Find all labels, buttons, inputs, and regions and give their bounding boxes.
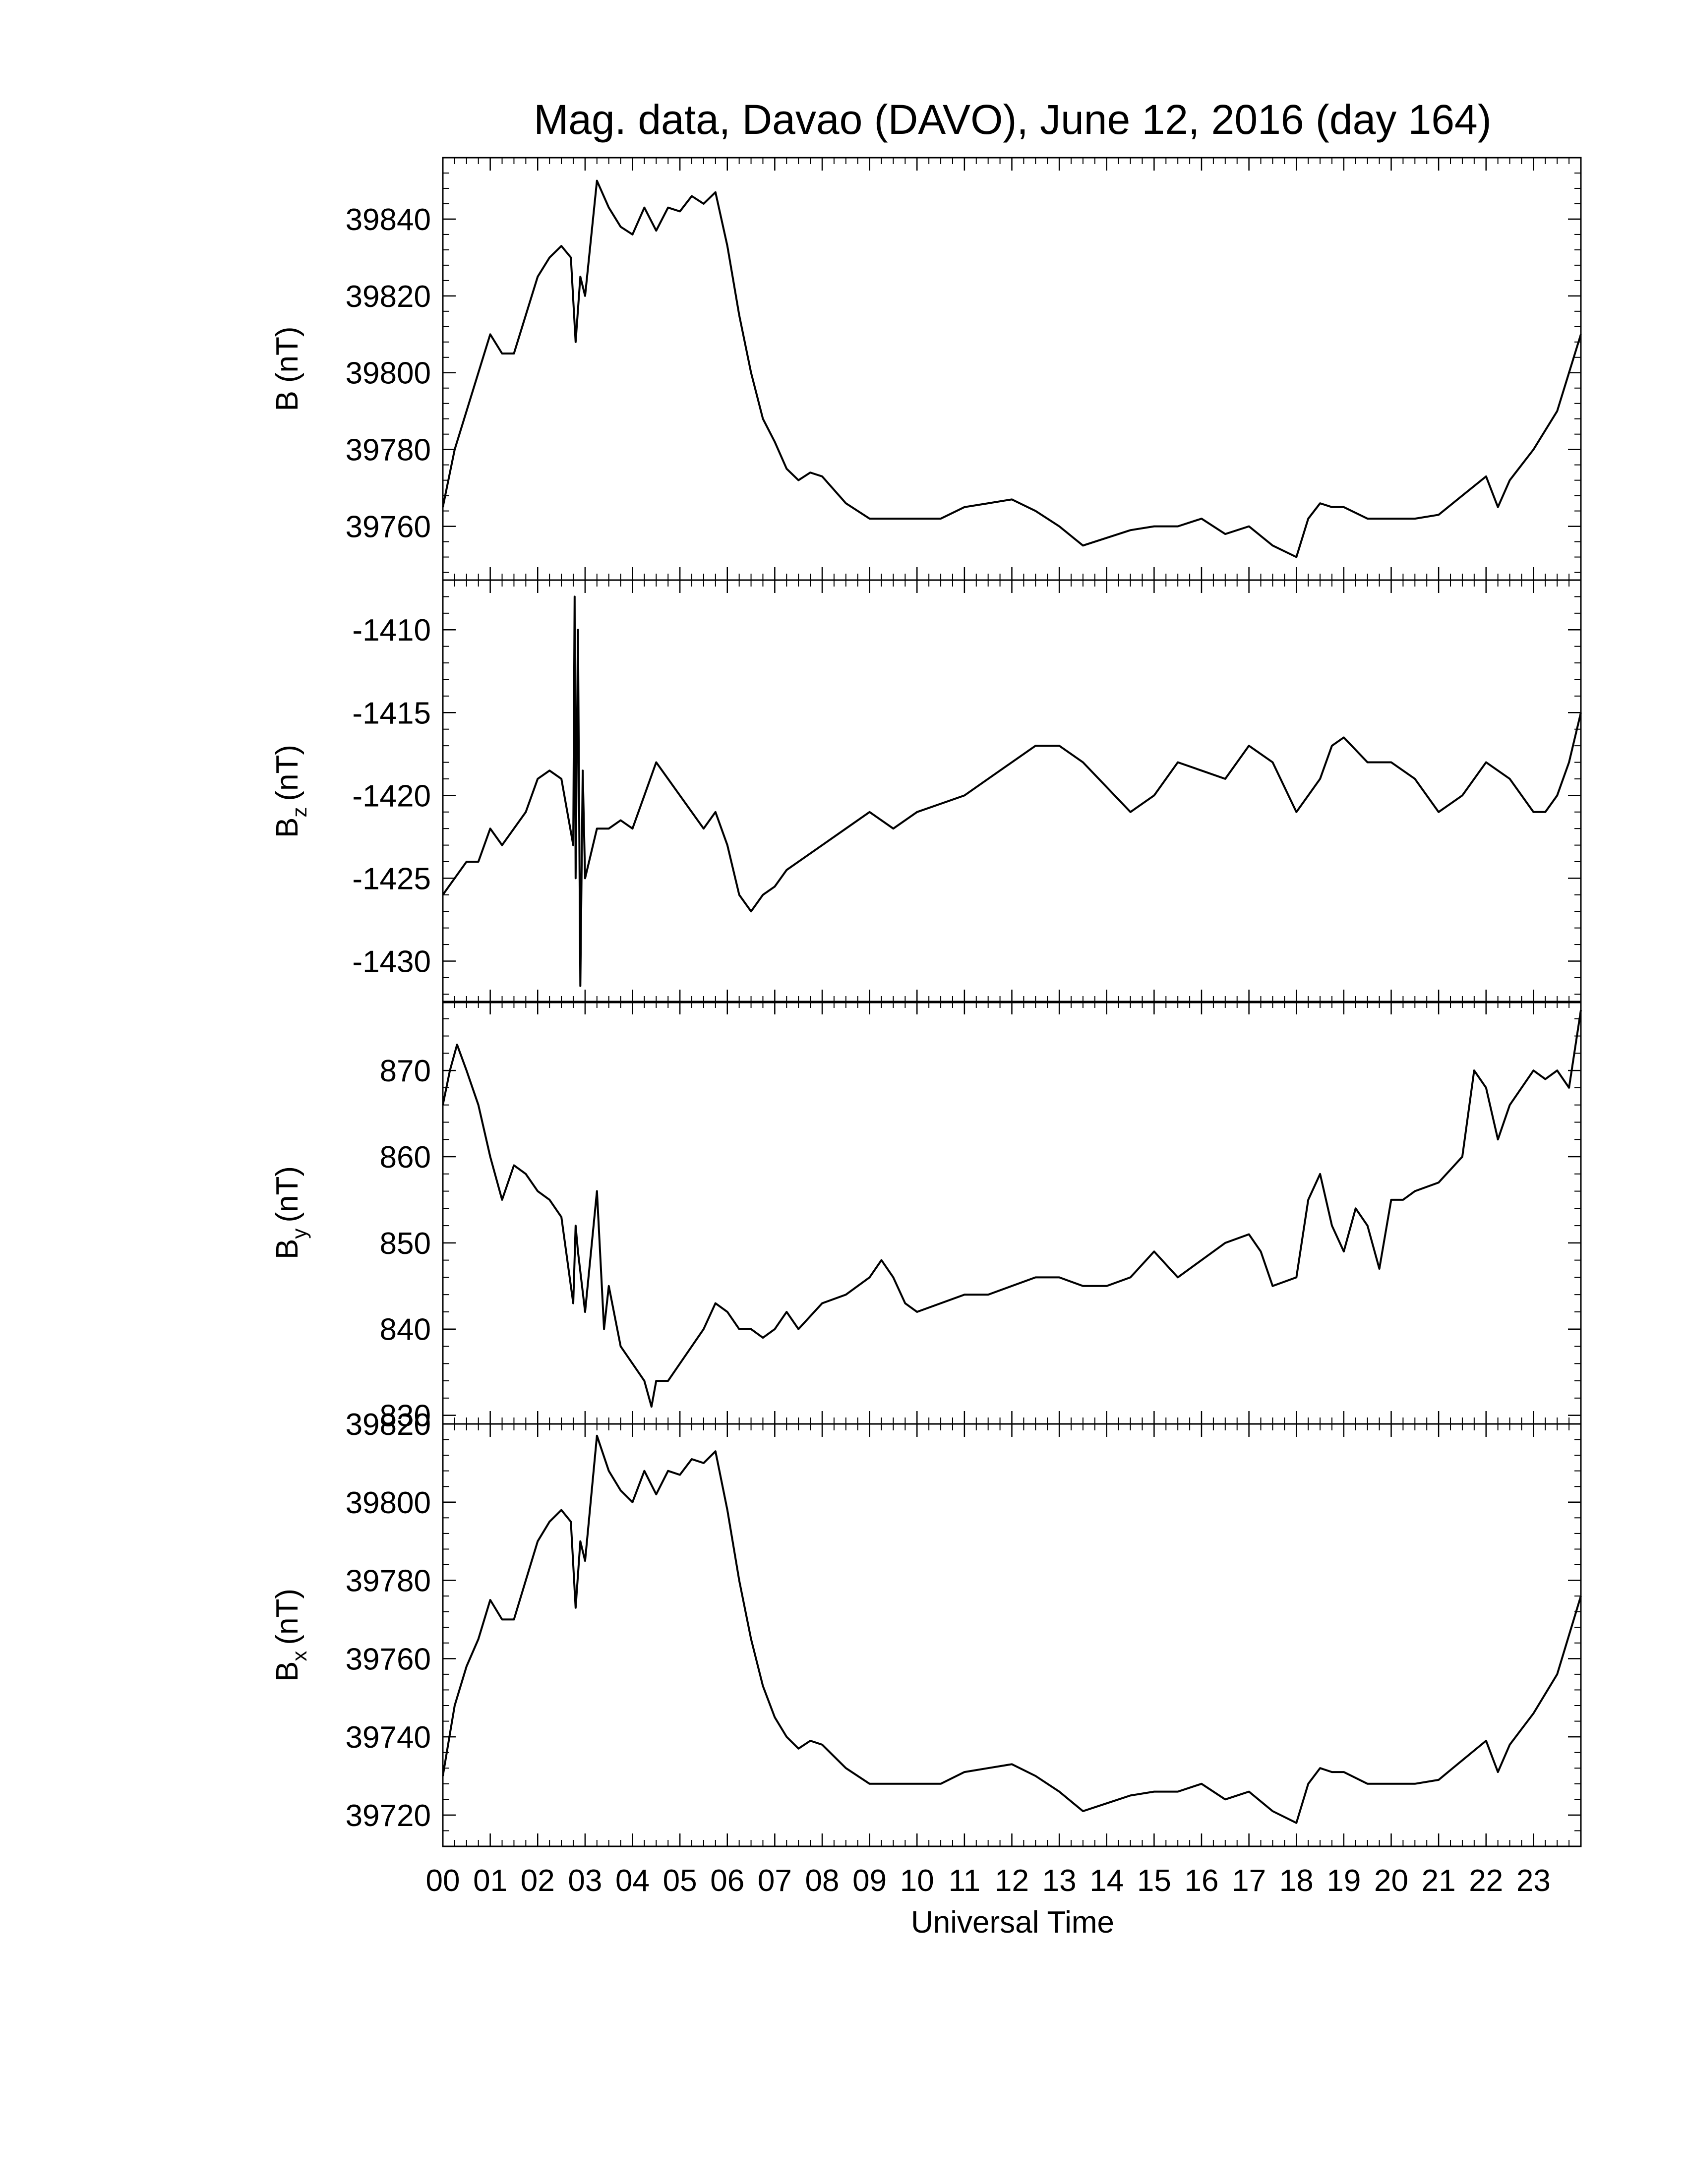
x-tick-label: 23	[1516, 1864, 1551, 1898]
y-tick-label: -1425	[352, 862, 431, 896]
x-tick-label: 19	[1326, 1864, 1361, 1898]
panel-frame	[442, 579, 1582, 1003]
x-axis-label: Universal Time	[911, 1905, 1114, 1940]
y-axis-label: B (nT)	[270, 326, 304, 411]
x-tick-label: 16	[1185, 1864, 1219, 1898]
x-tick-label: 09	[852, 1864, 887, 1898]
y-axis-label: Bx (nT)	[270, 1589, 311, 1682]
x-tick-label: 17	[1232, 1864, 1266, 1898]
y-axis-label-base: B	[270, 1661, 304, 1682]
chart-title: Mag. data, Davao (DAVO), June 12, 2016 (…	[534, 96, 1492, 143]
panel-1: 39760 39780 39800 39820 39840 B (nT)	[270, 157, 1582, 581]
y-tick-label: 39760	[346, 1642, 431, 1676]
y-axis-label: Bz (nT)	[270, 745, 311, 838]
y-axis-label-subscript: y	[288, 1229, 311, 1239]
y-axis-label-base: B	[270, 818, 304, 838]
x-tick-label: 12	[995, 1864, 1029, 1898]
x-tick-label: 13	[1042, 1864, 1077, 1898]
x-axis: 00 01 02 03 04 05 06 07 08 09 10 11 12 13 14 15 16 17 18 19…	[426, 1864, 1551, 1898]
y-axis-label-unit: (nT)	[270, 1166, 304, 1223]
y-tick-label: 860	[380, 1140, 431, 1175]
panel-frame	[442, 157, 1582, 581]
series-line	[442, 1010, 1582, 1408]
y-tick-label: -1410	[352, 613, 431, 648]
y-axis-label-base: B	[270, 391, 304, 411]
panel-2: -1430 -1425 -1420 -1415 -1410 Bz (nT)	[270, 579, 1582, 1003]
y-tick-label: 39820	[346, 280, 431, 314]
x-tick-label: 03	[568, 1864, 602, 1898]
x-tick-label: 05	[663, 1864, 697, 1898]
y-axis-label: By (nT)	[270, 1166, 311, 1259]
x-tick-label: 22	[1469, 1864, 1503, 1898]
series-line	[442, 179, 1582, 558]
y-axis-label-unit: (nT)	[270, 1589, 304, 1645]
x-tick-label: 02	[521, 1864, 555, 1898]
x-tick-label: 11	[949, 1864, 980, 1898]
y-tick-label: 39840	[346, 203, 431, 237]
y-tick-label: -1415	[352, 696, 431, 730]
y-axis-label-unit: (nT)	[270, 745, 304, 801]
x-tick-label: 10	[900, 1864, 934, 1898]
y-tick-label: 39760	[346, 510, 431, 544]
series-line	[442, 595, 1582, 987]
y-axis-label-unit: (nT)	[270, 326, 304, 383]
y-axis-label-base: B	[270, 1239, 304, 1259]
x-tick-label: 20	[1374, 1864, 1408, 1898]
x-tick-label: 00	[426, 1864, 460, 1898]
x-tick-label: 08	[805, 1864, 840, 1898]
y-tick-label: 39820	[346, 1408, 431, 1442]
y-tick-label: 870	[380, 1054, 431, 1088]
series-line	[442, 1434, 1582, 1824]
x-tick-label: 15	[1137, 1864, 1171, 1898]
y-axis-label-subscript: z	[288, 807, 311, 818]
y-tick-label: 39800	[346, 356, 431, 391]
y-tick-label: 840	[380, 1313, 431, 1347]
y-tick-label: -1430	[352, 944, 431, 979]
y-tick-label: 39780	[346, 433, 431, 468]
y-tick-label: 850	[380, 1227, 431, 1261]
y-tick-label: 830	[380, 1399, 431, 1433]
y-axis-label-subscript: x	[288, 1651, 311, 1661]
x-tick-label: 07	[758, 1864, 792, 1898]
x-tick-label: 14	[1089, 1864, 1124, 1898]
x-tick-label: 21	[1422, 1864, 1456, 1898]
x-tick-label: 06	[710, 1864, 744, 1898]
y-tick-label: 39740	[346, 1720, 431, 1755]
x-tick-label: 01	[473, 1864, 507, 1898]
panels-layer: 39760 39780 39800 39820 39840 B (nT) -1430 -1425…	[270, 157, 1582, 1847]
y-tick-label: 39800	[346, 1486, 431, 1520]
x-tick-label: 04	[615, 1864, 650, 1898]
panel-3: 830 840 850 860 870 By (nT)	[270, 1001, 1582, 1433]
panel-4: 39720 39740 39760 39780 39800 39820 Bx (nT)	[270, 1408, 1582, 1847]
y-tick-label: 39780	[346, 1564, 431, 1598]
x-tick-label: 18	[1279, 1864, 1314, 1898]
y-tick-label: -1420	[352, 779, 431, 813]
y-tick-label: 39720	[346, 1799, 431, 1833]
panel-frame	[442, 1001, 1582, 1425]
